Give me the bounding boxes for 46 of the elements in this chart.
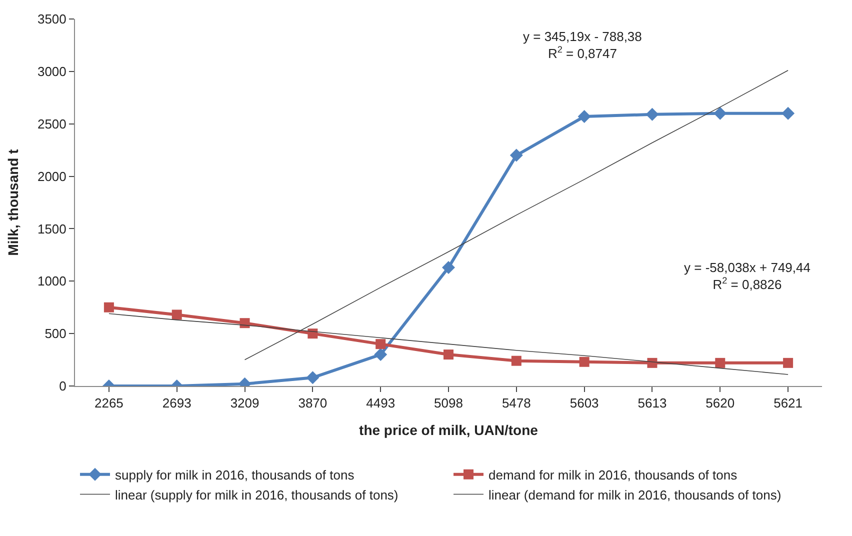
- x-tick-label: 3870: [298, 396, 328, 411]
- point: [715, 358, 726, 368]
- x-tick-label: 2265: [94, 396, 124, 411]
- point: [646, 108, 659, 121]
- legend-label: linear (demand for milk in 2016, thousands of tons): [488, 487, 782, 502]
- x-tick-label: 5478: [502, 396, 531, 411]
- point: [308, 328, 318, 339]
- x-tick-label: 5613: [638, 396, 667, 411]
- legend-label: demand for milk in 2016, thousands of tons: [488, 467, 738, 482]
- x-tick-label: 2693: [162, 396, 192, 411]
- y-tick-label: 3500: [37, 12, 66, 27]
- x-tick-label: 5098: [434, 396, 463, 411]
- point: [444, 350, 454, 360]
- x-axis-title: the price of milk, UAN/tone: [359, 422, 538, 438]
- x-tick-label: 5621: [774, 396, 803, 411]
- point: [510, 148, 523, 162]
- y-axis-title: Milk, thousand t: [5, 148, 22, 256]
- point: [647, 358, 658, 368]
- annotation: y = -58,038x + 749,44 R$^{2}$ = 0,8826: [684, 260, 810, 292]
- y-tick-label: 500: [44, 326, 66, 342]
- point: [783, 358, 794, 368]
- point: [306, 371, 320, 384]
- point: [240, 318, 250, 328]
- point: [442, 261, 455, 274]
- x-tick-label: 5603: [570, 396, 599, 411]
- point: [376, 339, 386, 350]
- legend-label: linear (supply for milk in 2016, thousands of tons): [115, 487, 398, 502]
- y-tick-label: 1500: [37, 221, 66, 236]
- point: [782, 106, 795, 120]
- point: [579, 356, 590, 367]
- y-tick-label: 2000: [37, 168, 66, 184]
- point: [374, 348, 388, 362]
- x-tick-label: 3209: [230, 396, 260, 411]
- point: [714, 106, 727, 120]
- x-tick-label: 4493: [366, 396, 396, 411]
- annotation: y = 345,19x - 788,38 R$^{2}$ = 0,8747: [523, 29, 642, 61]
- y-tick-label: 2500: [37, 116, 66, 132]
- y-tick-label: 1000: [37, 274, 66, 289]
- point: [578, 110, 591, 124]
- y-tick-label: 0: [59, 378, 66, 394]
- point: [104, 302, 114, 312]
- legend-label: supply for milk in 2016, thousands of tons: [115, 467, 355, 482]
- x-tick-label: 5620: [706, 396, 735, 411]
- y-tick-label: 3000: [37, 64, 66, 79]
- point: [172, 310, 182, 320]
- point: [511, 356, 522, 366]
